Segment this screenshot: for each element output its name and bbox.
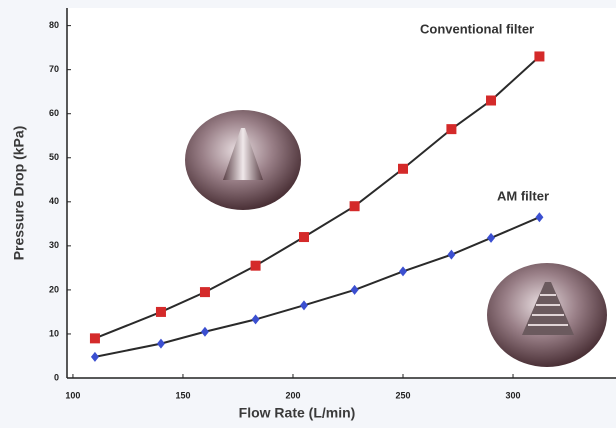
- filter-photo: [185, 110, 301, 210]
- x-tick-label: 250: [395, 390, 410, 400]
- y-tick-label: 0: [54, 372, 59, 382]
- y-tick-label: 60: [49, 108, 59, 118]
- y-tick-label: 30: [49, 240, 59, 250]
- y-tick-label: 20: [49, 284, 59, 294]
- marker: [446, 124, 456, 134]
- marker: [486, 96, 496, 106]
- marker: [251, 261, 261, 271]
- chart: Flow Rate (L/min) Pressure Drop (kPa) Co…: [0, 0, 616, 428]
- y-axis-title: Pressure Drop (kPa): [11, 126, 27, 261]
- y-tick-label: 10: [49, 328, 59, 338]
- y-tick-label: 70: [49, 64, 59, 74]
- x-axis-title: Flow Rate (L/min): [239, 405, 356, 421]
- x-tick-label: 150: [175, 390, 190, 400]
- x-tick-label: 100: [65, 390, 80, 400]
- filter-photo: [487, 263, 607, 367]
- y-tick-label: 40: [49, 196, 59, 206]
- marker: [350, 201, 360, 211]
- x-tick-label: 200: [285, 390, 300, 400]
- marker: [156, 307, 166, 317]
- marker: [299, 232, 309, 242]
- annotation: Conventional filter: [420, 21, 534, 36]
- marker: [90, 333, 100, 343]
- x-tick-label: 300: [506, 390, 521, 400]
- y-tick-label: 50: [49, 152, 59, 162]
- marker: [200, 287, 210, 297]
- y-tick-label: 80: [49, 20, 59, 30]
- marker: [398, 164, 408, 174]
- marker: [534, 51, 544, 61]
- annotation: AM filter: [497, 188, 549, 203]
